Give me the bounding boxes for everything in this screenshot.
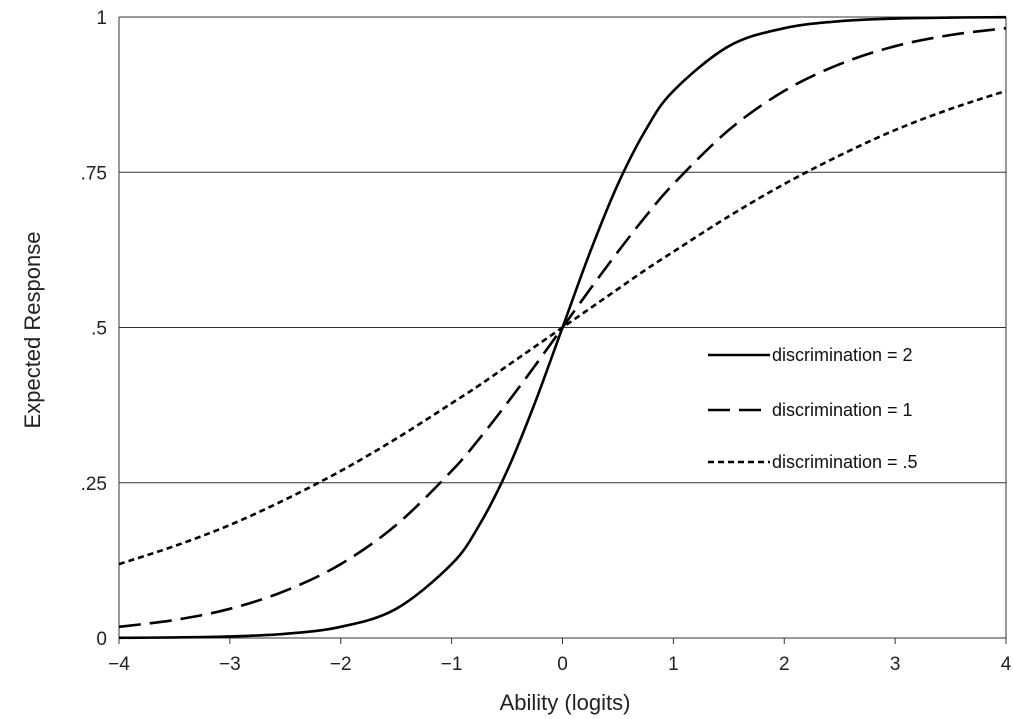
series-layer [118,15,1007,640]
legend: discrimination = 2 discrimination = 1 disc… [708,345,918,472]
x-tick-label-3: −1 [441,654,463,675]
legend-label-2: discrimination = .5 [772,452,918,472]
x-tick-label-8: 4 [1001,654,1012,675]
x-tick-label-1: −3 [219,654,241,675]
legend-label-1: discrimination = 1 [772,400,913,420]
y-tick-label-4: 1 [96,8,107,29]
y-axis-title: Expected Response [20,232,45,429]
y-tick-label-3: .75 [81,163,107,184]
tick-labels: 0 .25 .5 .75 1 −4 −3 −2 −1 0 1 2 3 4 [81,8,1012,675]
x-tick-label-7: 3 [890,654,901,675]
series-line-2 [118,89,1007,566]
y-tick-label-1: .25 [81,474,107,495]
x-tick-label-5: 1 [668,654,679,675]
x-tick-label-0: −4 [108,654,130,675]
y-tick-label-2: .5 [91,319,107,340]
x-tick-label-2: −2 [330,654,352,675]
x-tick-label-6: 2 [779,654,790,675]
y-tick-label-0: 0 [96,629,107,650]
x-axis-title: Ability (logits) [500,690,631,715]
x-tick-label-4: 0 [557,654,568,675]
legend-label-0: discrimination = 2 [772,345,913,365]
